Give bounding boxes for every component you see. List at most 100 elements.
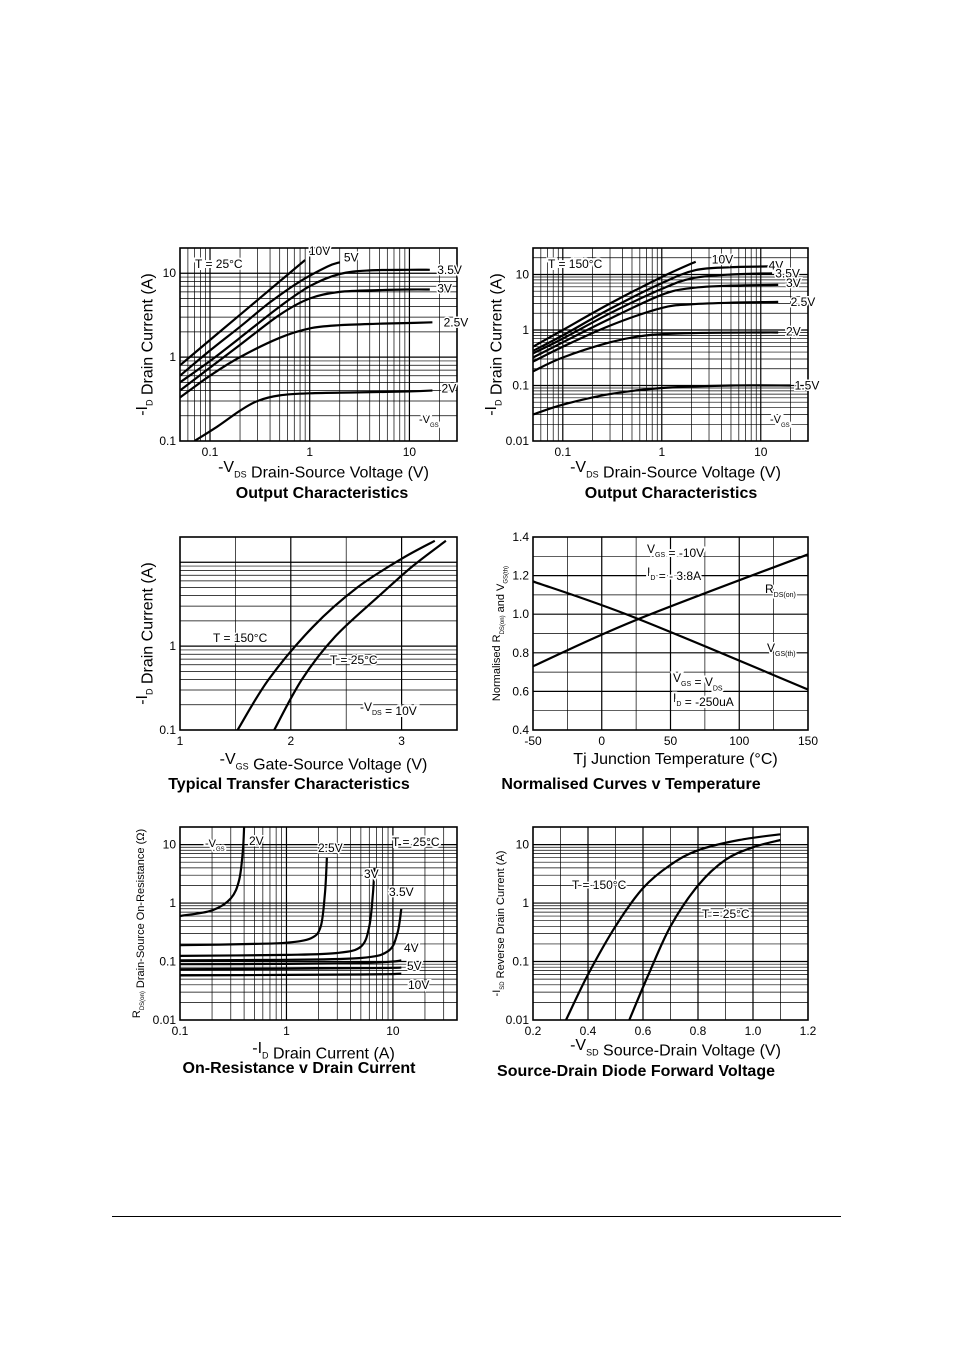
- y-tick-label: 10: [163, 838, 177, 852]
- series-label-3-5v: 3.5V: [775, 266, 800, 280]
- series-label-3v: 3V: [437, 281, 452, 295]
- chart-title: Typical Transfer Characteristics: [168, 776, 410, 793]
- series-label-5v: 5V: [344, 250, 359, 264]
- series-label-r-ds-on: RDS(on): [765, 582, 796, 599]
- x-tick-label: -50: [524, 734, 542, 748]
- grid: [533, 537, 808, 730]
- y-tick-label: 10: [163, 266, 177, 280]
- series-label-4v: 4V: [769, 259, 784, 273]
- series-label-t-150-c: T = 150°C: [213, 631, 268, 645]
- y-axis-label: -ID Drain Current (A): [134, 273, 157, 416]
- x-tick-label: 0.6: [635, 1024, 652, 1038]
- x-tick-label: 150: [798, 734, 818, 748]
- series-line-10v: [180, 259, 306, 367]
- series-line-2v: [180, 827, 246, 918]
- series-line-4v: [180, 959, 402, 966]
- x-tick-label: 100: [729, 734, 749, 748]
- annotation-t-25-c: T = 25°C: [195, 257, 243, 271]
- series-line-v-gs-th: [533, 580, 808, 691]
- y-tick-label: 10: [516, 838, 530, 852]
- series-line-3-5v: [180, 908, 403, 962]
- y-tick-label: 0.1: [159, 723, 176, 737]
- x-tick-label: 1: [658, 445, 665, 459]
- y-tick-label: 0.1: [512, 378, 529, 392]
- series-line-2-5v: [180, 857, 328, 947]
- legend-title: -VGS: [205, 838, 225, 853]
- y-tick-label: 0.4: [512, 723, 529, 737]
- series-label-2-5v: 2.5V: [318, 841, 343, 855]
- series-label-t-25-c: T = 25°C: [330, 653, 378, 667]
- y-tick-label: 1: [169, 639, 176, 653]
- series-label-10v: 10V: [408, 978, 429, 992]
- series-label-3-5v: 3.5V: [389, 885, 414, 899]
- y-tick-label: 0.01: [506, 1013, 530, 1027]
- x-tick-label: 10: [403, 445, 417, 459]
- annotation-v-ds-10v: -VDS = 10V: [360, 700, 417, 718]
- chart-title: On-Resistance v Drain Current: [183, 1060, 417, 1077]
- x-axis-label: -VSD Source-Drain Voltage (V): [570, 1037, 781, 1060]
- series-line-5v: [180, 261, 341, 377]
- y-axis-label: -ID Drain Current (A): [483, 273, 506, 416]
- footer-divider: [112, 1216, 841, 1217]
- series-label-2v: 2V: [249, 834, 264, 848]
- series-label-2v: 2V: [442, 382, 457, 396]
- legend-title: -VGS: [770, 414, 790, 429]
- y-tick-label: 1: [169, 896, 176, 910]
- plot-frame: [532, 826, 809, 1021]
- y-tick-label: 10: [516, 267, 530, 281]
- series-label-t-150-c: T = 150°C: [572, 878, 627, 892]
- series-line-3v: [533, 283, 779, 359]
- plot-frame: [179, 826, 458, 1021]
- y-tick-label: 0.01: [153, 1013, 177, 1027]
- annotation-t-150-c: T = 150°C: [548, 257, 603, 271]
- series-line-r-ds-on: [533, 553, 808, 668]
- x-axis-label: -ID Drain Current (A): [252, 1040, 395, 1063]
- y-tick-label: 1.0: [512, 607, 529, 621]
- series-line-2v: [533, 331, 779, 373]
- chart-title: Source-Drain Diode Forward Voltage: [497, 1063, 775, 1080]
- y-axis-label: -ID Drain Current (A): [134, 562, 157, 705]
- series-line-1-5v: [533, 384, 791, 416]
- y-tick-label: 0.1: [159, 955, 176, 969]
- y-axis-label: -ISD Reverse Drain Current (A): [491, 851, 507, 997]
- series-label-5v: 5V: [407, 959, 422, 973]
- series-label-2-5v: 2.5V: [444, 315, 469, 329]
- x-axis-label: -VDS Drain-Source Voltage (V): [218, 459, 429, 482]
- series-label-3-5v: 3.5V: [437, 263, 462, 277]
- annotation-t-25-c: T = 25°C: [392, 835, 440, 849]
- y-tick-label: 1: [169, 350, 176, 364]
- x-tick-label: 2: [287, 734, 294, 748]
- series-line-3-5v: [533, 272, 773, 355]
- series-label-v-gs-th: VGS(th): [767, 641, 796, 658]
- series-line-5v: [180, 966, 402, 971]
- x-axis-label: Tj Junction Temperature (°C): [573, 751, 777, 768]
- grid: [180, 827, 457, 1020]
- x-tick-label: 3: [398, 734, 405, 748]
- series-line-3v: [180, 867, 376, 957]
- y-tick-label: 1: [522, 896, 529, 910]
- plot-frame: [179, 247, 458, 442]
- x-tick-label: 0.1: [202, 445, 219, 459]
- series-label-3v: 3V: [786, 276, 801, 290]
- series-line-3v: [180, 288, 430, 392]
- series-label-2v: 2V: [786, 325, 801, 339]
- chart-title: Output Characteristics: [236, 485, 409, 502]
- plot-frame: [179, 536, 458, 731]
- x-tick-label: 1: [283, 1024, 290, 1038]
- y-tick-label: 0.8: [512, 646, 529, 660]
- x-tick-label: 50: [664, 734, 678, 748]
- series-line-10v: [533, 260, 697, 348]
- series-line-t-25-c: [273, 539, 447, 730]
- x-tick-label: 1: [306, 445, 313, 459]
- chart-diode: 0.2 0.4 0.6 0.8 1.0 1.2 0.01 0.1 1 10 -VSD Source-…: [491, 826, 817, 1080]
- annotation-v-gs-10v: VGS = -10V: [647, 542, 704, 560]
- x-tick-label: 0.1: [172, 1024, 189, 1038]
- annotation-v-gs-v-ds: VGS = VDS: [673, 671, 723, 692]
- chart-transfer: 1 2 30.11-VGS Gate-Source Voltage (V)-ID D…: [134, 536, 458, 793]
- y-tick-label: 1: [522, 323, 529, 337]
- x-tick-label: 0.2: [525, 1024, 542, 1038]
- series-line-t-150-c: [236, 539, 436, 730]
- plot-frame: [532, 247, 809, 442]
